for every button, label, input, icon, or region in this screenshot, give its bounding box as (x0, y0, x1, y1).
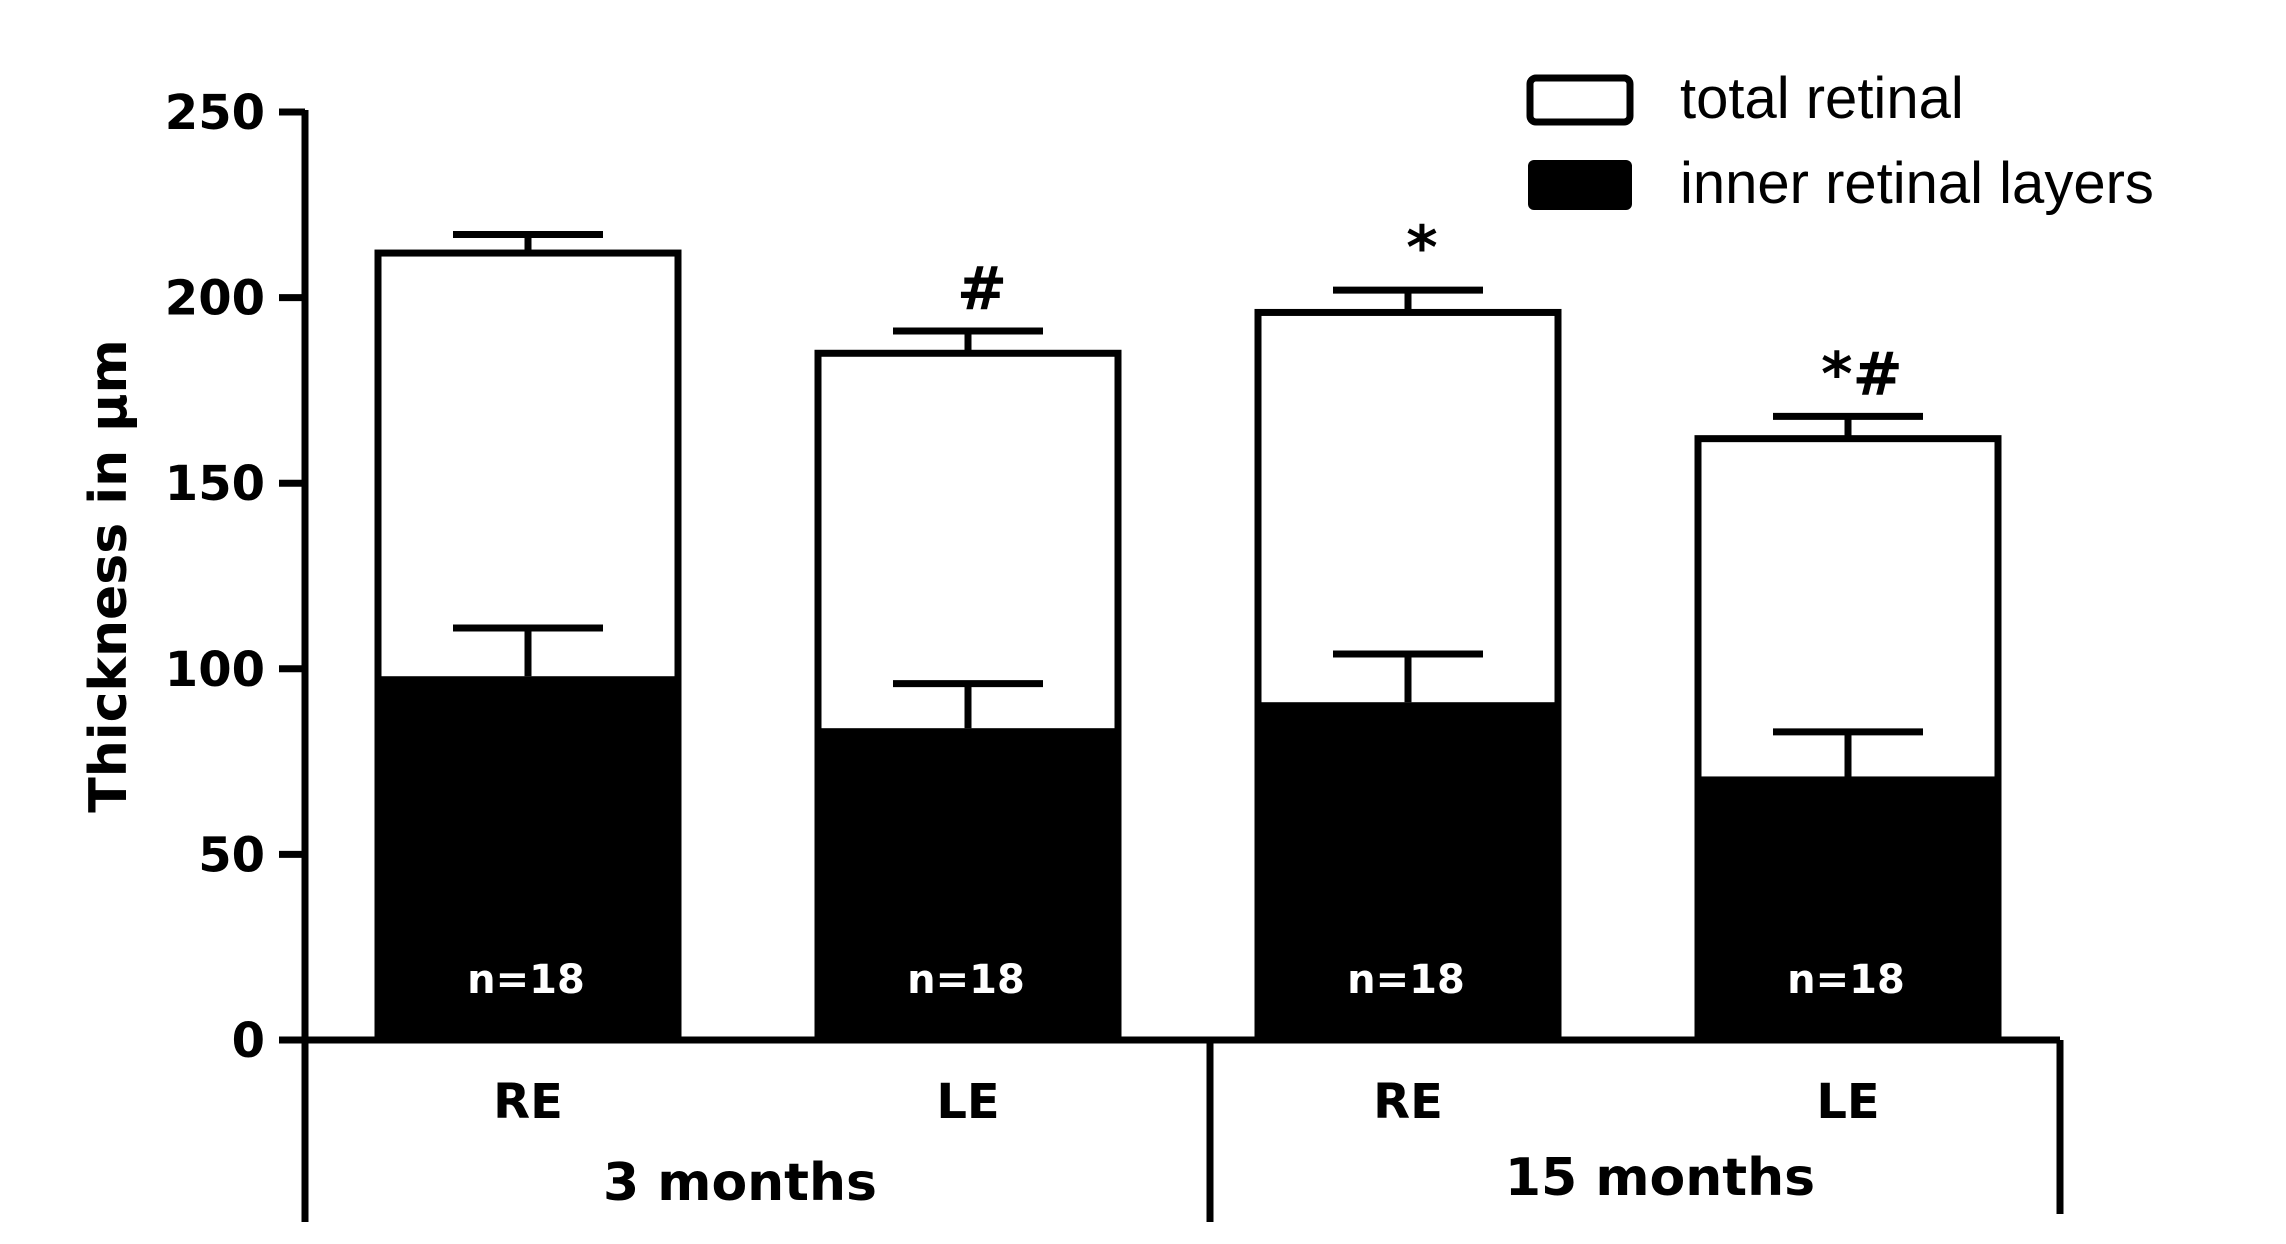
group-label-3-months: 3 months (603, 1153, 877, 1213)
x-category-label: RE (1373, 1074, 1443, 1130)
significance-marker: * (1406, 213, 1437, 283)
y-tick-label: 200 (165, 271, 265, 327)
bar-n-label: n=18 (1347, 957, 1465, 1003)
bar-n-label: n=18 (907, 957, 1025, 1003)
bar-inner-retinal-layers (1254, 702, 1562, 1040)
y-tick-label: 150 (165, 456, 265, 512)
legend-label-inner-retinal-layers: inner retinal layers (1680, 151, 2154, 216)
group-label-15-months: 15 months (1505, 1148, 1815, 1208)
legend-swatch-total-retinal (1526, 74, 1634, 126)
legend-swatch-inner-retinal-layers (1528, 160, 1632, 210)
y-tick-label: 250 (165, 85, 265, 141)
bar-inner-retinal-layers (1694, 776, 2002, 1040)
significance-marker: # (957, 254, 1007, 324)
bar-n-label: n=18 (1787, 957, 1905, 1003)
significance-marker: *# (1821, 339, 1903, 409)
x-category-label: LE (1816, 1074, 1879, 1130)
bar-inner-retinal-layers (374, 676, 682, 1040)
bar-n-label: n=18 (467, 957, 585, 1003)
bar-inner-retinal-layers (814, 728, 1122, 1040)
y-tick-label: 0 (232, 1013, 265, 1069)
y-tick-label: 50 (198, 827, 265, 883)
y-axis-title: Thickness in µm (79, 339, 139, 812)
legend-label-total-retinal: total retinal (1680, 66, 1964, 131)
x-category-label: RE (493, 1074, 563, 1130)
x-category-label: LE (936, 1074, 999, 1130)
y-tick-label: 100 (165, 642, 265, 698)
